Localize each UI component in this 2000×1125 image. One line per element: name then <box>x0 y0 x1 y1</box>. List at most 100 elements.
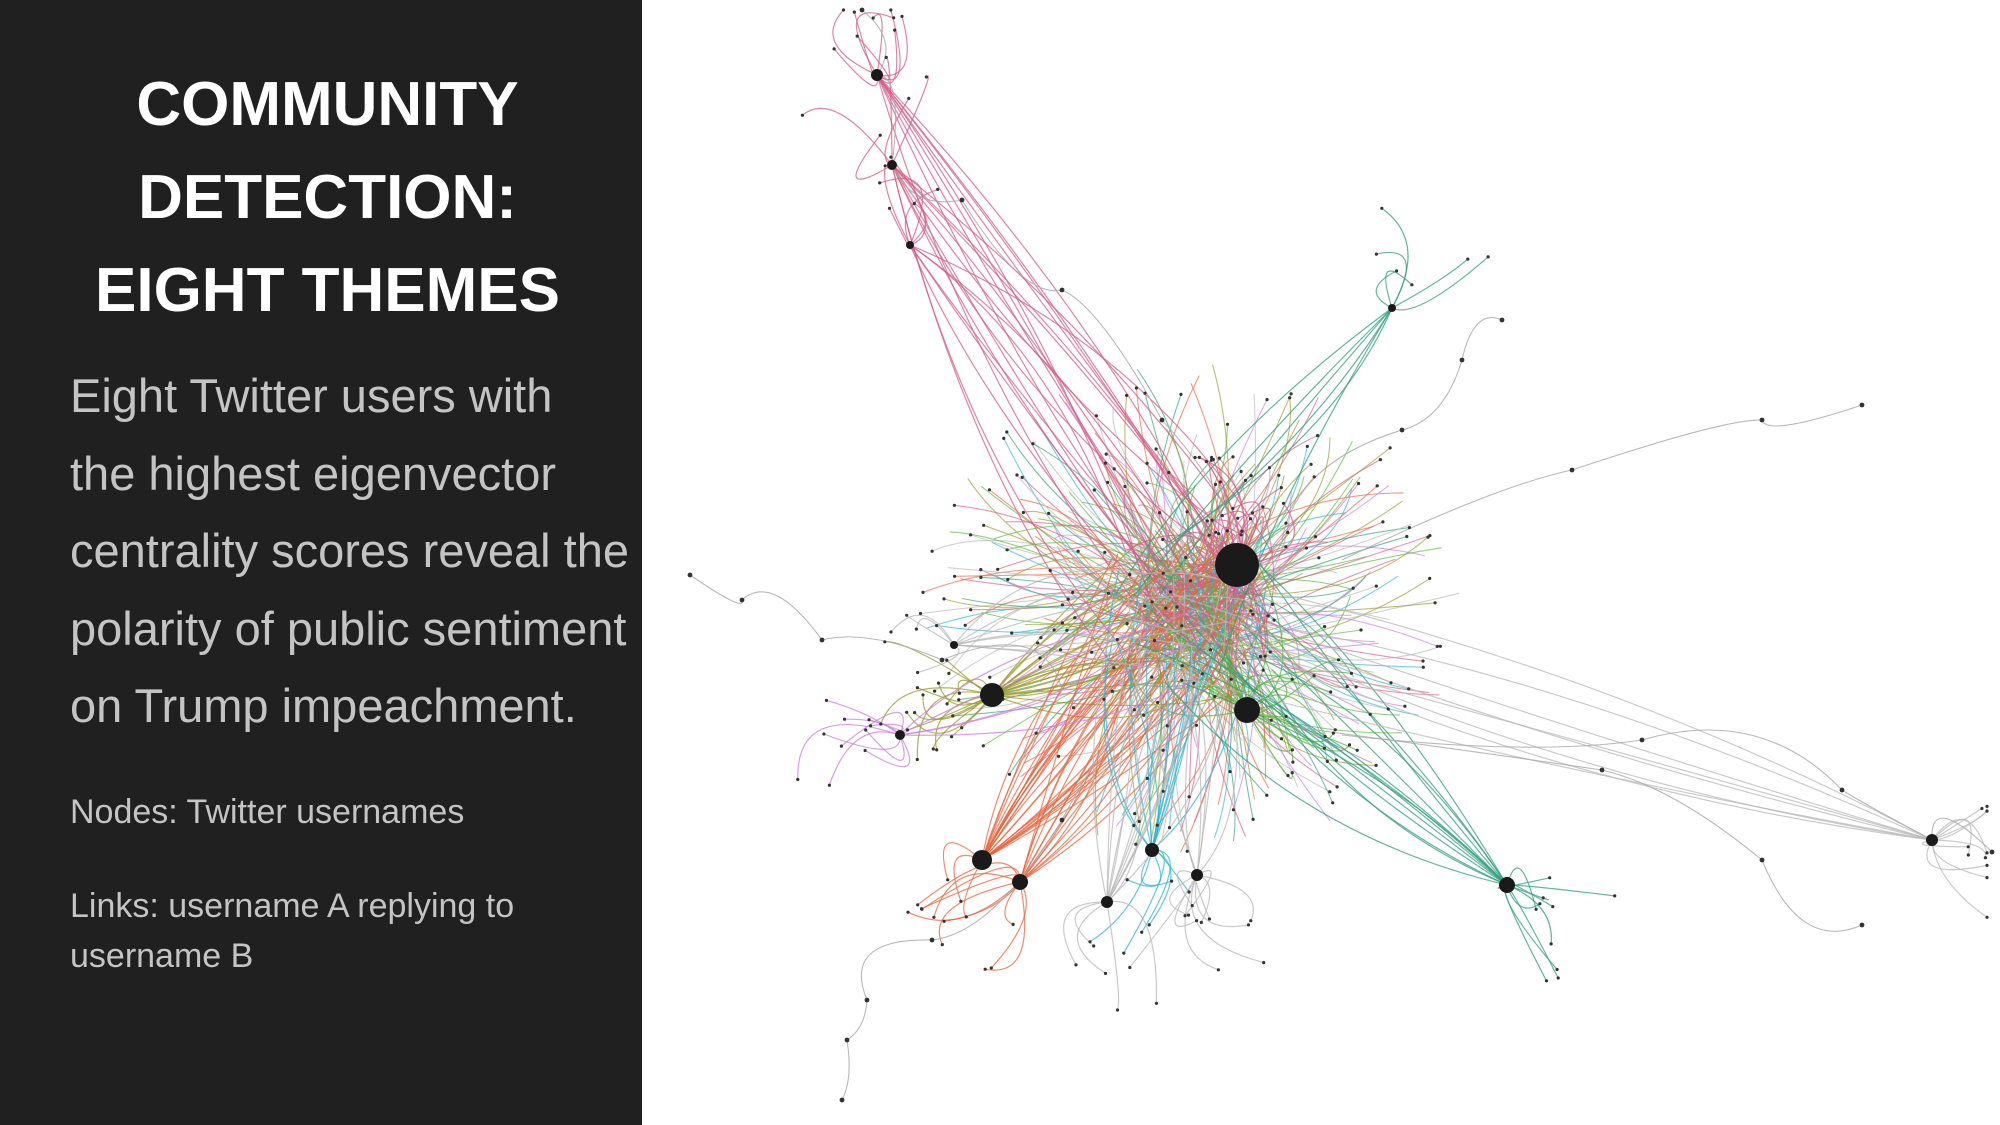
leaf-node-206 <box>1250 511 1255 515</box>
leaf-node-235 <box>945 702 949 706</box>
edge-544 <box>942 842 983 880</box>
leaf-node-125 <box>1036 641 1040 645</box>
leaf-node-177 <box>1331 801 1335 805</box>
leaf-node-352 <box>1569 467 1575 473</box>
leaf-node-335 <box>959 197 965 203</box>
edge-133 <box>1128 607 1155 822</box>
edge-565 <box>1019 616 1219 883</box>
edge-580 <box>1151 541 1202 851</box>
leaf-node-263 <box>1128 965 1132 970</box>
edge-733 <box>953 568 1144 646</box>
leaf-node-167 <box>951 714 955 718</box>
leaf-node-128 <box>1192 681 1196 685</box>
edge-774 <box>860 939 933 1001</box>
leaf-node-12 <box>1010 631 1014 635</box>
leaf-node-127 <box>1132 708 1136 712</box>
edge-719 <box>1129 307 1393 603</box>
leaf-node-218 <box>1284 714 1288 719</box>
leaf-node-315 <box>1466 257 1470 261</box>
leaf-node-309 <box>889 155 893 159</box>
edge-760 <box>961 199 1063 292</box>
leaf-node-124 <box>921 590 925 595</box>
leaf-node-138 <box>1015 473 1019 477</box>
leaf-node-layer <box>687 7 1995 1103</box>
edge-365 <box>1153 424 1229 603</box>
edge-676 <box>876 74 1215 532</box>
edge-40 <box>1221 577 1431 655</box>
leaf-node-35 <box>1188 579 1193 583</box>
leaf-node-215 <box>1322 746 1326 750</box>
leaf-node-221 <box>1336 658 1341 662</box>
edge-639 <box>1506 884 1552 944</box>
hub-node-4 <box>1012 874 1028 890</box>
leaf-node-351 <box>839 1097 845 1103</box>
edge-672 <box>1931 819 1988 854</box>
leaf-node-121 <box>1187 795 1191 799</box>
edge-620 <box>1074 901 1108 947</box>
leaf-node-141 <box>1268 650 1272 654</box>
leaf-node-181 <box>1164 606 1168 610</box>
leaf-node-289 <box>1985 863 1989 868</box>
edge-470 <box>1246 565 1284 711</box>
leaf-node-73 <box>1073 616 1077 620</box>
leaf-node-260 <box>1190 904 1194 908</box>
edge-369 <box>1149 618 1216 704</box>
edge-507 <box>932 694 993 750</box>
edge-653 <box>1199 660 1508 886</box>
edge-759 <box>1061 289 1163 421</box>
leaf-node-288 <box>1985 804 1989 809</box>
edge-540 <box>981 611 1130 861</box>
leaf-node-97 <box>1286 773 1290 778</box>
leaf-node-184 <box>1207 533 1211 537</box>
leaf-node-76 <box>1104 452 1108 456</box>
leaf-node-262 <box>1216 968 1220 972</box>
edge-690 <box>876 74 1136 539</box>
leaf-node-135 <box>1270 602 1275 607</box>
leaf-node-294 <box>892 16 896 20</box>
leaf-node-159 <box>1386 707 1390 711</box>
leaf-node-59 <box>1389 681 1393 685</box>
leaf-node-90 <box>1065 628 1069 632</box>
leaf-node-84 <box>1090 650 1094 654</box>
leaf-node-78 <box>1277 473 1281 477</box>
edge-548 <box>981 557 1114 861</box>
edge-706 <box>891 75 929 166</box>
leaf-node-255 <box>1187 890 1191 894</box>
leaf-node-88 <box>1433 601 1437 605</box>
leaf-node-92 <box>1115 637 1119 642</box>
leaf-node-199 <box>1217 532 1221 536</box>
leaf-node-249 <box>906 910 910 914</box>
leaf-node-248 <box>983 967 987 971</box>
leaf-node-325 <box>842 717 847 721</box>
leaf-node-318 <box>1395 269 1399 273</box>
title-line-1: COMMUNITY <box>136 70 519 139</box>
leaf-node-344 <box>1839 787 1845 793</box>
leaf-node-165 <box>1261 505 1265 509</box>
leaf-node-310 <box>883 164 887 168</box>
leaf-node-146 <box>1374 584 1378 588</box>
edge-615 <box>1076 901 1108 974</box>
edge-627 <box>1092 610 1116 903</box>
leaf-node-18 <box>1217 456 1221 460</box>
leaf-node-155 <box>1381 520 1385 524</box>
leaf-node-305 <box>800 113 804 117</box>
leaf-node-268 <box>1154 1001 1158 1005</box>
edge-779 <box>1761 404 1863 427</box>
edge-337 <box>1230 506 1275 645</box>
edge-669 <box>1170 592 1933 841</box>
edge-626 <box>1106 545 1145 903</box>
leaf-node-55 <box>987 488 992 492</box>
leaf-node-179 <box>1156 700 1160 705</box>
leaf-node-29 <box>1154 447 1158 451</box>
leaf-node-285 <box>1985 915 1989 919</box>
leaf-node-74 <box>1240 529 1244 533</box>
edge-378 <box>1191 536 1429 595</box>
leaf-node-160 <box>1102 697 1106 701</box>
leaf-node-145 <box>1267 466 1272 470</box>
leaf-node-236 <box>945 658 949 662</box>
edge-575 <box>1103 634 1153 851</box>
leaf-node-115 <box>1328 790 1332 794</box>
leaf-node-65 <box>1057 754 1061 758</box>
edge-635 <box>1136 643 1508 886</box>
leaf-node-326 <box>863 748 867 753</box>
